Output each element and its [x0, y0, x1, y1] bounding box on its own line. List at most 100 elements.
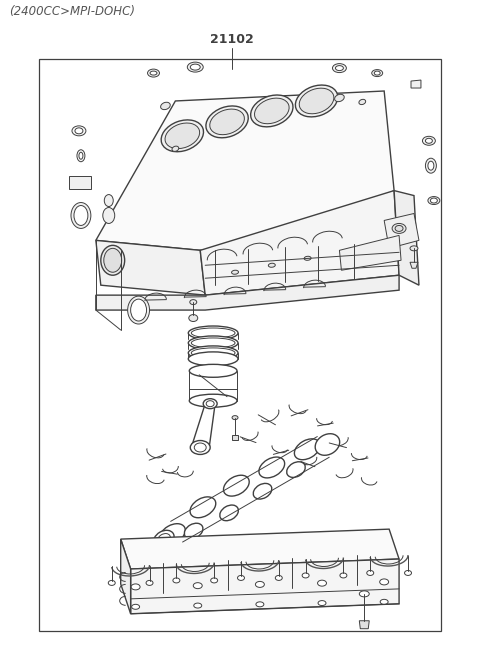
Ellipse shape — [220, 505, 239, 521]
Polygon shape — [339, 235, 401, 271]
Ellipse shape — [184, 523, 203, 539]
Ellipse shape — [79, 152, 83, 159]
Ellipse shape — [72, 126, 86, 136]
Polygon shape — [120, 529, 399, 569]
Ellipse shape — [189, 394, 237, 407]
Ellipse shape — [302, 573, 309, 578]
Ellipse shape — [318, 601, 326, 606]
Ellipse shape — [422, 136, 435, 145]
Ellipse shape — [210, 109, 244, 135]
Ellipse shape — [276, 576, 282, 580]
Polygon shape — [394, 191, 419, 285]
Ellipse shape — [238, 576, 244, 580]
Ellipse shape — [206, 106, 248, 138]
Ellipse shape — [315, 434, 340, 455]
Ellipse shape — [256, 602, 264, 607]
Ellipse shape — [190, 64, 200, 70]
Polygon shape — [232, 434, 238, 440]
Ellipse shape — [74, 206, 88, 225]
Ellipse shape — [159, 524, 185, 544]
Polygon shape — [120, 539, 131, 614]
Bar — [39, 59, 441, 631]
Ellipse shape — [165, 123, 200, 149]
Ellipse shape — [161, 120, 204, 152]
Polygon shape — [411, 80, 421, 88]
Ellipse shape — [71, 202, 91, 229]
Ellipse shape — [103, 208, 115, 223]
Ellipse shape — [336, 66, 343, 71]
Ellipse shape — [193, 583, 202, 589]
Ellipse shape — [192, 328, 235, 338]
Ellipse shape — [251, 95, 293, 127]
Ellipse shape — [101, 246, 125, 275]
Ellipse shape — [318, 580, 326, 586]
Ellipse shape — [132, 605, 140, 609]
Ellipse shape — [194, 603, 202, 608]
Polygon shape — [96, 240, 205, 295]
Ellipse shape — [259, 457, 285, 478]
Ellipse shape — [173, 578, 180, 583]
Ellipse shape — [431, 198, 437, 203]
Ellipse shape — [192, 348, 235, 358]
Ellipse shape — [304, 256, 311, 260]
Ellipse shape — [154, 531, 174, 548]
Ellipse shape — [157, 534, 170, 545]
Ellipse shape — [299, 88, 334, 114]
Ellipse shape — [190, 299, 197, 305]
Ellipse shape — [425, 138, 432, 143]
Ellipse shape — [161, 102, 170, 109]
Ellipse shape — [255, 582, 264, 588]
Ellipse shape — [340, 573, 347, 578]
Polygon shape — [69, 176, 91, 189]
Ellipse shape — [372, 69, 383, 77]
Ellipse shape — [405, 571, 411, 576]
Ellipse shape — [428, 161, 434, 170]
Ellipse shape — [188, 326, 238, 340]
Ellipse shape — [131, 299, 146, 321]
Polygon shape — [200, 191, 399, 295]
Ellipse shape — [131, 584, 140, 590]
Ellipse shape — [392, 223, 406, 233]
Text: 21102: 21102 — [210, 33, 254, 47]
Ellipse shape — [128, 296, 150, 324]
Ellipse shape — [287, 462, 305, 477]
Text: (2400CC>MPI-DOHC): (2400CC>MPI-DOHC) — [9, 5, 135, 18]
Ellipse shape — [203, 399, 217, 409]
Polygon shape — [410, 262, 418, 269]
Ellipse shape — [104, 248, 122, 272]
Ellipse shape — [190, 441, 210, 455]
Ellipse shape — [335, 94, 344, 102]
Ellipse shape — [231, 271, 239, 274]
Ellipse shape — [194, 443, 206, 452]
Ellipse shape — [318, 437, 337, 453]
Ellipse shape — [192, 338, 235, 348]
Ellipse shape — [410, 246, 418, 251]
Ellipse shape — [211, 578, 217, 583]
Ellipse shape — [333, 64, 347, 73]
Ellipse shape — [428, 196, 440, 204]
Ellipse shape — [374, 71, 380, 75]
Polygon shape — [96, 275, 399, 310]
Polygon shape — [131, 559, 399, 614]
Ellipse shape — [189, 314, 198, 322]
Ellipse shape — [295, 85, 338, 117]
Ellipse shape — [380, 579, 389, 585]
Ellipse shape — [425, 159, 436, 173]
Polygon shape — [360, 621, 369, 629]
Ellipse shape — [150, 71, 157, 75]
Ellipse shape — [206, 401, 214, 407]
Ellipse shape — [224, 476, 249, 496]
Polygon shape — [384, 214, 419, 248]
Ellipse shape — [188, 346, 238, 360]
Ellipse shape — [146, 580, 153, 586]
Ellipse shape — [77, 150, 85, 162]
Ellipse shape — [294, 439, 320, 460]
Ellipse shape — [232, 416, 238, 420]
Ellipse shape — [254, 98, 289, 124]
Ellipse shape — [188, 336, 238, 350]
Ellipse shape — [108, 580, 115, 586]
Ellipse shape — [359, 100, 366, 105]
Ellipse shape — [367, 571, 374, 576]
Ellipse shape — [172, 146, 179, 151]
Ellipse shape — [268, 263, 276, 267]
